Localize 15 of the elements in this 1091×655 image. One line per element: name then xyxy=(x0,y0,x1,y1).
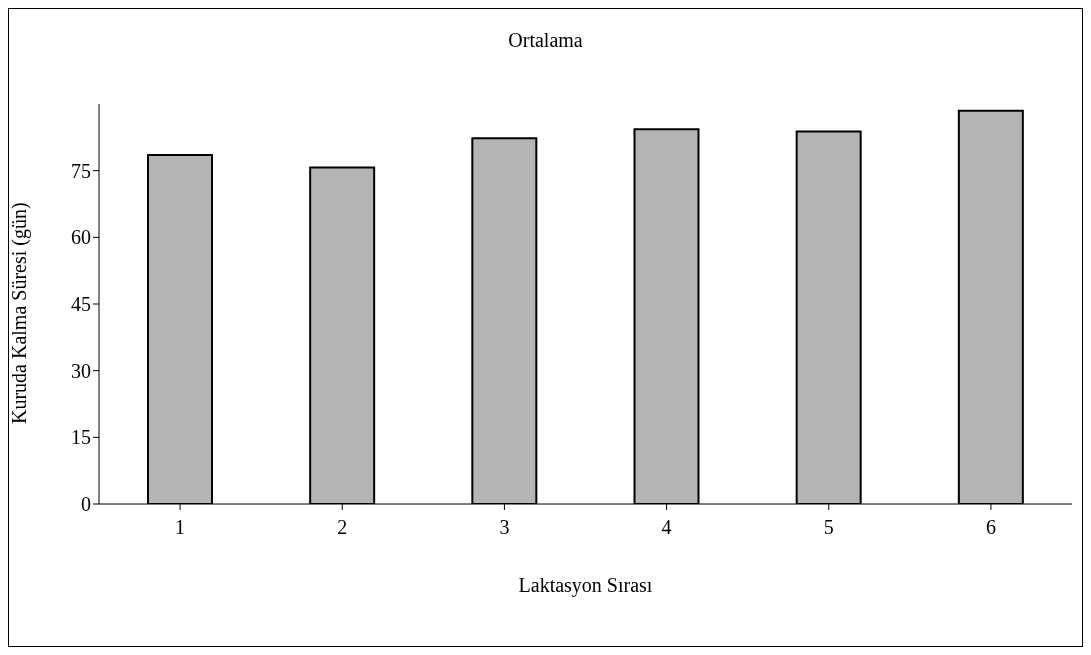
y-tick-label: 30 xyxy=(71,359,91,382)
y-tick-label: 0 xyxy=(81,493,91,516)
x-tick-label: 2 xyxy=(337,516,348,539)
x-tick-label: 6 xyxy=(985,516,996,539)
x-axis-title: Laktasyon Sırası xyxy=(517,574,654,597)
chart-title: Ortalama xyxy=(507,29,584,52)
x-tick-label: 3 xyxy=(499,516,510,539)
x-tick-label: 1 xyxy=(175,516,186,539)
x-tick-label: 5 xyxy=(823,516,834,539)
x-tick-label: 4 xyxy=(661,516,672,539)
y-tick-label: 15 xyxy=(71,426,91,449)
y-tick-label: 60 xyxy=(71,226,91,249)
y-tick-label: 45 xyxy=(71,293,91,316)
y-tick-label: 75 xyxy=(71,159,91,182)
y-axis-title: Kuruda Kalma Süresi (gün) xyxy=(8,202,32,424)
